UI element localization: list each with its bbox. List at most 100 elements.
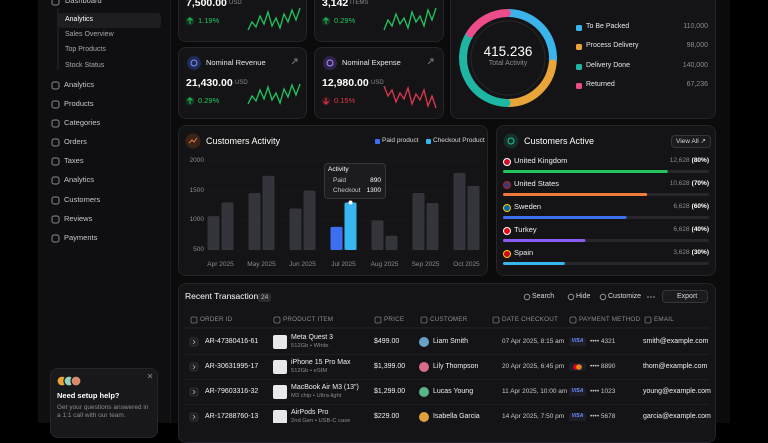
action-icon xyxy=(567,293,575,301)
product-name: iPhone 15 Pro Max xyxy=(291,359,351,366)
bar xyxy=(467,185,480,250)
close-icon xyxy=(147,373,153,379)
card-brand-box xyxy=(569,338,586,346)
price: $1,299.00 xyxy=(374,388,406,395)
bar xyxy=(262,175,275,250)
nav-icon xyxy=(51,100,60,109)
nav-item[interactable]: Orders xyxy=(64,137,87,146)
customer-name: Liam Smith xyxy=(433,338,469,345)
action-button[interactable]: Search xyxy=(532,293,555,300)
stat-value: 3,142 xyxy=(322,0,349,9)
nav-icon xyxy=(51,157,60,166)
stat-unit: USD xyxy=(235,80,248,86)
chevron xyxy=(192,364,196,370)
nav-item[interactable]: Analytics xyxy=(64,175,95,184)
overlay xyxy=(51,0,709,423)
nav-item[interactable]: Customers xyxy=(64,195,101,204)
nav-item[interactable]: Taxes xyxy=(64,156,84,165)
bar xyxy=(412,193,425,250)
card-icon-glyph xyxy=(188,137,198,144)
nav-icon xyxy=(51,0,60,6)
email: young@example.com xyxy=(643,388,711,395)
progress-bar xyxy=(503,193,648,196)
customer-name: Lucas Young xyxy=(433,388,474,395)
country-name: United States xyxy=(514,179,560,188)
y-tick-label: 1000 xyxy=(189,216,204,224)
export-button[interactable]: Export xyxy=(662,290,708,303)
column-icon xyxy=(569,316,577,324)
price: $1,399.00 xyxy=(374,363,406,370)
nav-item[interactable]: Products xyxy=(64,99,94,108)
order-id: AR-30631995-17 xyxy=(205,363,259,370)
card-number: •••• 5678 xyxy=(590,413,616,420)
card-brand: VISA xyxy=(571,388,584,394)
bar xyxy=(453,172,466,250)
column-icon xyxy=(644,316,652,324)
action-button[interactable]: Customize xyxy=(608,293,642,300)
product-image xyxy=(273,410,287,423)
customer-avatar xyxy=(419,362,429,372)
legend-value: 110,000 xyxy=(683,23,708,30)
bar xyxy=(289,208,302,250)
product-spec: M3 chip • Ultra-light xyxy=(291,393,342,399)
stat-change: 1.19% xyxy=(198,16,220,25)
legend-value: 67,236 xyxy=(686,81,708,88)
bar xyxy=(385,235,398,250)
customer-name: Lily Thompson xyxy=(433,363,479,370)
x-tick-label: Aug 2025 xyxy=(370,261,399,268)
nav-item[interactable]: Reviews xyxy=(64,214,93,223)
action-button[interactable]: Hide xyxy=(576,293,591,300)
date: 11 Apr 2025, 10:00 am xyxy=(502,388,568,395)
expand-row xyxy=(189,412,199,422)
trend-arrow xyxy=(187,17,193,24)
legend-swatch xyxy=(576,25,582,31)
order-id: AR-79603316-32 xyxy=(205,388,259,395)
progress-bar xyxy=(503,262,565,265)
column-icon xyxy=(492,316,500,324)
country-share: (60%) xyxy=(691,203,709,210)
view-all-button[interactable]: View All ↗ xyxy=(671,135,711,149)
sparklines xyxy=(247,7,437,109)
country-name: Sweden xyxy=(514,202,542,211)
nav-parent: Dashboard xyxy=(65,0,102,5)
product-name: MacBook Air M3 (13") xyxy=(291,384,359,391)
x-tick-label: Apr 2025 xyxy=(207,261,234,268)
donut-segment xyxy=(466,9,511,38)
tooltip-title: Activity xyxy=(328,166,349,173)
column-header: CUSTOMER xyxy=(430,316,468,323)
donut-track xyxy=(470,20,546,96)
expand-row xyxy=(189,337,199,347)
donut-total-label: Total Activity xyxy=(488,60,528,67)
nav-item[interactable]: Categories xyxy=(64,118,101,127)
nav-item[interactable]: Payments xyxy=(64,233,98,242)
legend-swatch xyxy=(576,44,582,50)
legend-value: 98,000 xyxy=(686,42,708,49)
column-icon xyxy=(374,316,382,324)
flag xyxy=(503,158,511,166)
more-dot xyxy=(647,296,649,298)
customer-avatar xyxy=(419,387,429,397)
stat-change: 0.15% xyxy=(334,96,356,105)
tooltip-label: Checkout xyxy=(333,187,361,194)
x-tick-label: Oct 2025 xyxy=(453,261,480,268)
column-icon xyxy=(273,316,281,324)
help-title: Need setup help? xyxy=(57,391,120,400)
card-icon-glyph xyxy=(507,137,515,145)
nav-item[interactable]: Analytics xyxy=(64,80,95,89)
bar xyxy=(303,190,316,250)
country-stats: 6,628 (40%) xyxy=(673,226,709,233)
order-id: AR-47380416-61 xyxy=(205,338,259,345)
bar xyxy=(248,193,261,250)
country-name: United Kingdom xyxy=(514,156,568,165)
y-tick-label: 1500 xyxy=(189,186,204,194)
bar xyxy=(330,226,343,250)
bar xyxy=(221,202,234,250)
country-share: (70%) xyxy=(691,180,709,187)
trend-arrow xyxy=(187,97,193,104)
card-number: •••• 1023 xyxy=(590,388,616,395)
bar xyxy=(207,216,220,250)
country-count: 10,628 xyxy=(669,180,690,187)
country-stats: 3,628 (30%) xyxy=(673,249,709,256)
bar xyxy=(344,202,357,250)
x-tick-label: Jul 2025 xyxy=(331,261,356,268)
